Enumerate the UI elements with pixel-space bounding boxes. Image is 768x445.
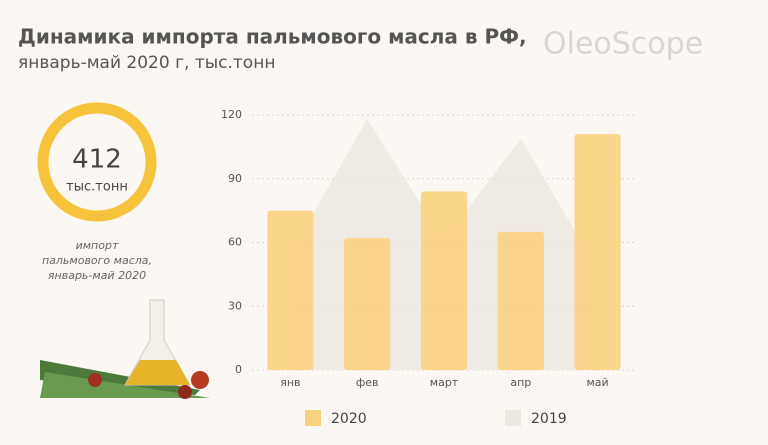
bar [344,238,391,370]
illustration [40,299,210,399]
y-tick-label: 30 [228,299,242,312]
x-tick-label: фев [356,376,379,389]
y-tick-label: 90 [228,172,242,185]
kpi-caption: январь-май 2020 [48,269,146,282]
legend-swatch [505,410,521,426]
kpi-ring [37,102,157,222]
legend-label: 2020 [331,411,367,427]
x-tick-label: апр [510,376,531,389]
y-tick-label: 60 [228,236,242,249]
legend-label: 2019 [531,411,567,427]
kpi-unit: тыс.тонн [66,180,128,195]
x-tick-label: март [430,376,459,389]
kpi-value: 412 [72,145,122,175]
title: Динамика импорта пальмового масла в РФ, [18,25,527,49]
logo: OleoScope [543,27,703,62]
legend-swatch [305,410,321,426]
y-tick-label: 120 [221,108,242,121]
kpi-caption: импорт [76,239,119,252]
bar [574,134,621,370]
x-tick-label: янв [280,376,300,389]
bar [267,210,314,370]
y-tick-label: 0 [235,363,242,376]
bar [420,191,468,370]
subtitle: январь-май 2020 г, тыс.тонн [18,53,275,73]
x-tick-label: май [586,376,608,389]
bar [497,231,544,370]
kpi-caption: пальмового масла, [42,254,152,267]
